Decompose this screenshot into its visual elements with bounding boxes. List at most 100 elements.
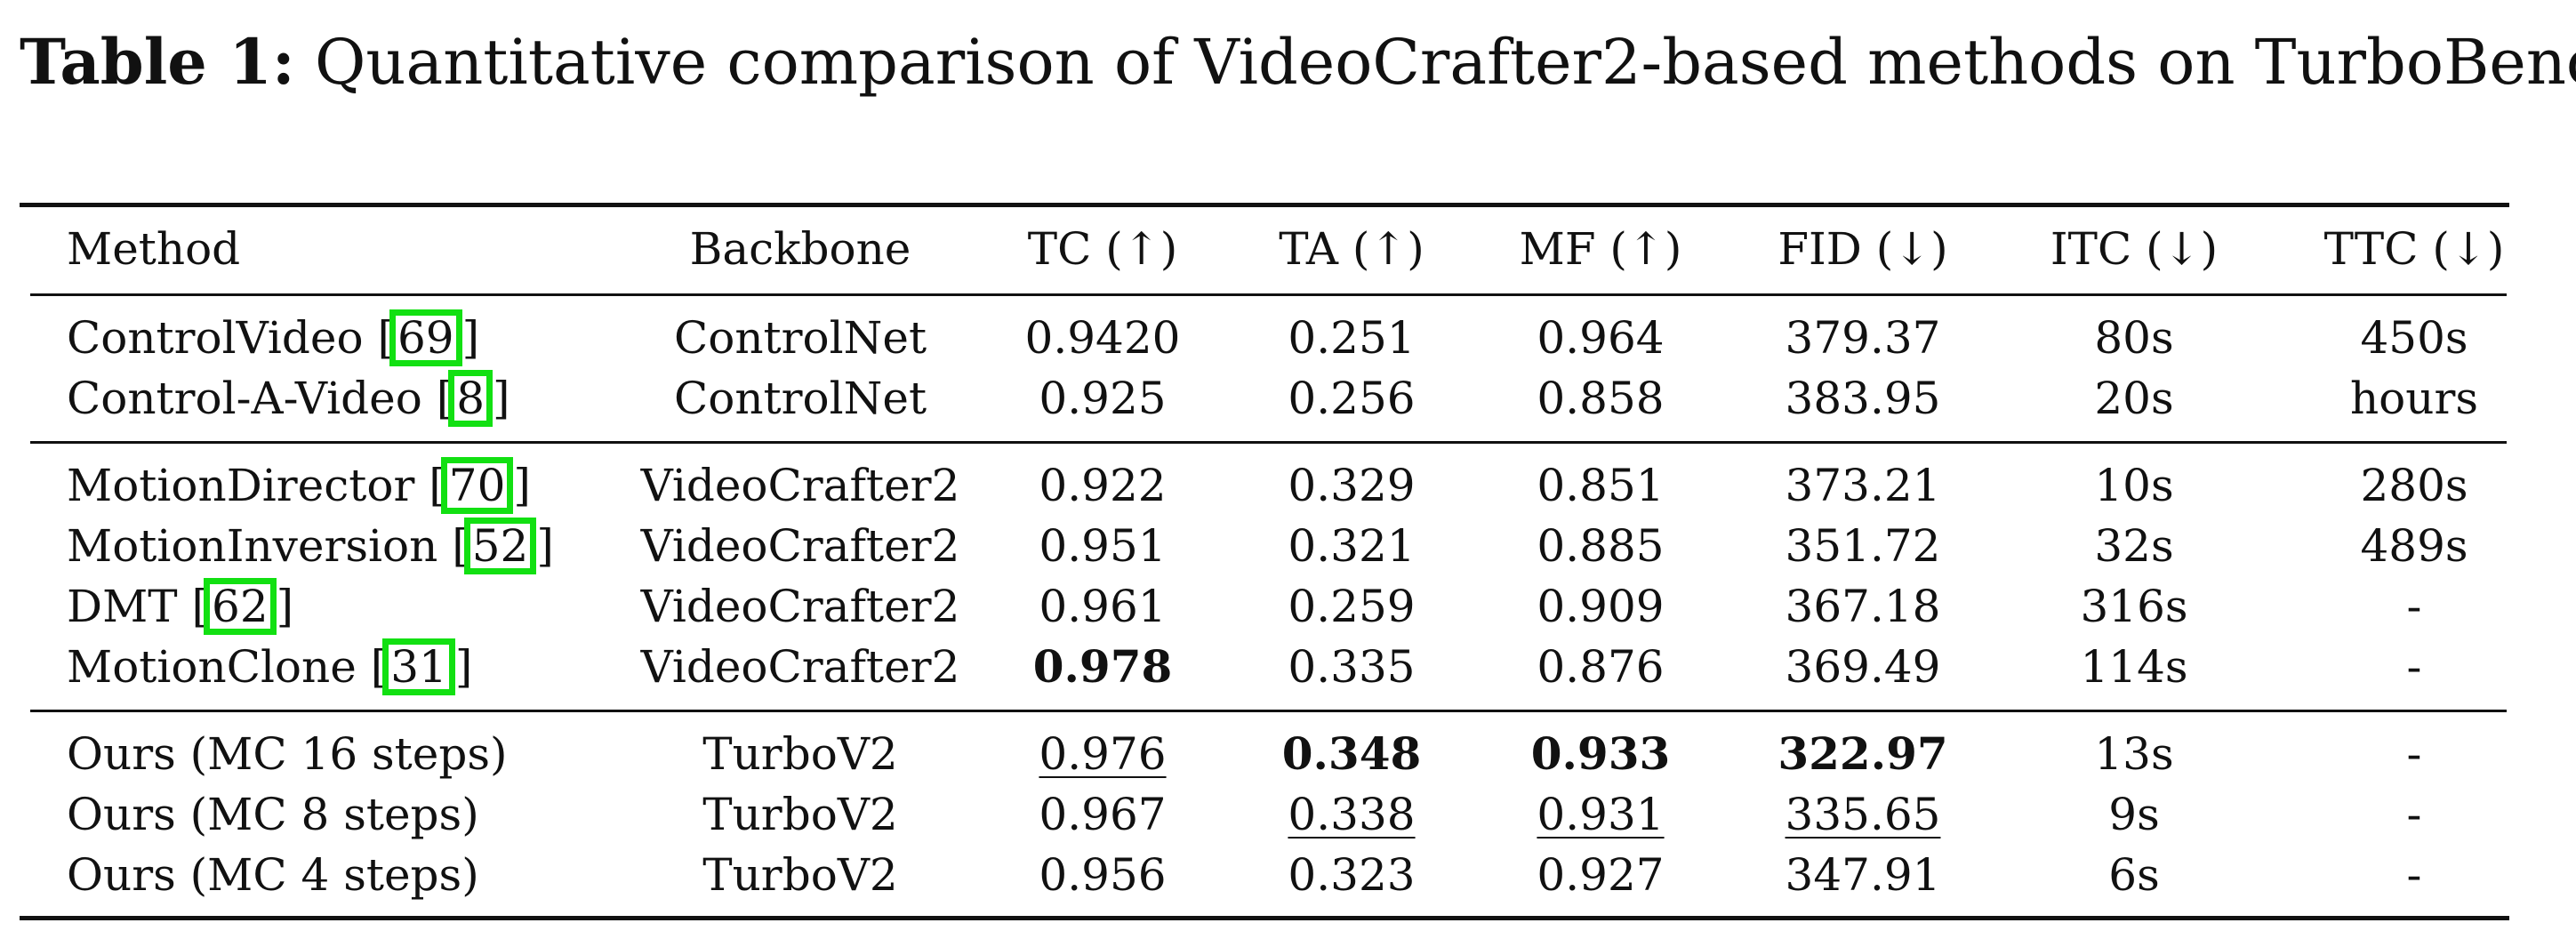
itc-cell: 9s: [2108, 789, 2160, 840]
itc-cell: 6s: [2108, 849, 2160, 901]
ttc-cell: 489s: [2360, 520, 2468, 572]
header-tc: TC (↑): [1027, 223, 1178, 275]
tc-cell: 0.925: [1039, 373, 1167, 424]
mf-cell-best: 0.933: [1530, 727, 1671, 780]
bottom-rule: [20, 916, 2509, 920]
tc-cell-best: 0.978: [1032, 640, 1173, 693]
fid-cell: 379.37: [1785, 312, 1941, 364]
backbone-cell: VideoCrafter2: [640, 520, 960, 572]
ta-cell: 0.251: [1288, 312, 1416, 364]
fid-cell: 373.21: [1785, 460, 1941, 511]
method-cell: MotionClone [31]: [67, 637, 472, 697]
table-caption: Table 1: Quantitative comparison of Vide…: [20, 25, 2576, 100]
header-row: Method Backbone TC (↑) TA (↑) MF (↑) FID…: [0, 219, 2576, 279]
citation-link[interactable]: 31: [382, 638, 455, 695]
table-row: MotionDirector [70] VideoCrafter2 0.922 …: [0, 455, 2576, 516]
table-row: MotionInversion [52] VideoCrafter2 0.951…: [0, 516, 2576, 576]
ttc-cell: -: [2406, 728, 2422, 780]
ta-cell-second: 0.338: [1288, 789, 1416, 840]
fid-cell: 367.18: [1785, 581, 1941, 632]
method-cell: Ours (MC 16 steps): [67, 728, 508, 780]
header-fid: FID (↓): [1778, 223, 1948, 275]
mf-cell: 0.876: [1537, 641, 1665, 693]
method-cell: MotionDirector [70]: [67, 455, 531, 516]
method-cell: Control-A-Video [8]: [67, 368, 510, 429]
ttc-cell: 280s: [2360, 460, 2468, 511]
table-row: Control-A-Video [8] ControlNet 0.925 0.2…: [0, 368, 2576, 429]
citation-link[interactable]: 8: [448, 370, 494, 427]
header-ttc: TTC (↓): [2323, 223, 2505, 275]
citation-link[interactable]: 52: [463, 518, 537, 574]
tc-cell: 0.951: [1039, 520, 1167, 572]
backbone-cell: TurboV2: [702, 789, 898, 840]
method-cell: Ours (MC 4 steps): [67, 849, 479, 901]
header-mf: MF (↑): [1519, 223, 1682, 275]
mf-cell: 0.858: [1537, 373, 1665, 424]
method-cell: ControlVideo [69]: [67, 308, 479, 368]
table-row: MotionClone [31] VideoCrafter2 0.978 0.3…: [0, 637, 2576, 697]
mf-cell: 0.885: [1537, 520, 1665, 572]
fid-cell: 369.49: [1785, 641, 1941, 693]
fid-cell-second: 335.65: [1785, 789, 1941, 840]
ttc-cell: -: [2406, 849, 2422, 901]
header-method: Method: [67, 223, 241, 275]
top-rule: [20, 203, 2509, 207]
ttc-cell: -: [2406, 581, 2422, 632]
tc-cell: 0.967: [1039, 789, 1167, 840]
itc-cell: 13s: [2094, 728, 2174, 780]
citation-link[interactable]: 69: [389, 309, 462, 366]
caption-text: Quantitative comparison of VideoCrafter2…: [315, 26, 2576, 99]
tc-cell: 0.961: [1039, 581, 1167, 632]
mf-cell: 0.964: [1537, 312, 1665, 364]
table-row: DMT [62] VideoCrafter2 0.961 0.259 0.909…: [0, 576, 2576, 637]
header-backbone: Backbone: [689, 223, 911, 275]
fid-cell: 383.95: [1785, 373, 1941, 424]
ta-cell: 0.256: [1288, 373, 1416, 424]
ta-cell: 0.335: [1288, 641, 1416, 693]
header-itc: ITC (↓): [2050, 223, 2219, 275]
ta-cell: 0.259: [1288, 581, 1416, 632]
mf-cell: 0.927: [1537, 849, 1665, 901]
group-rule: [30, 710, 2507, 712]
ta-cell: 0.323: [1288, 849, 1416, 901]
backbone-cell: ControlNet: [673, 373, 927, 424]
table-row: Ours (MC 16 steps) TurboV2 0.976 0.348 0…: [0, 724, 2576, 784]
table-row: ControlVideo [69] ControlNet 0.9420 0.25…: [0, 308, 2576, 368]
table-row: Ours (MC 4 steps) TurboV2 0.956 0.323 0.…: [0, 845, 2576, 905]
backbone-cell: TurboV2: [702, 849, 898, 901]
ttc-cell: -: [2406, 789, 2422, 840]
group-rule: [30, 441, 2507, 444]
backbone-cell: TurboV2: [702, 728, 898, 780]
backbone-cell: ControlNet: [673, 312, 927, 364]
mf-cell: 0.909: [1537, 581, 1665, 632]
backbone-cell: VideoCrafter2: [640, 581, 960, 632]
header-rule: [30, 293, 2507, 296]
itc-cell: 316s: [2080, 581, 2188, 632]
fid-cell: 347.91: [1785, 849, 1941, 901]
itc-cell: 10s: [2094, 460, 2174, 511]
citation-link[interactable]: 70: [440, 457, 514, 514]
table-row: Ours (MC 8 steps) TurboV2 0.967 0.338 0.…: [0, 784, 2576, 845]
ttc-cell: hours: [2349, 373, 2479, 424]
method-cell: DMT [62]: [67, 576, 293, 637]
mf-cell: 0.851: [1537, 460, 1665, 511]
tc-cell: 0.956: [1039, 849, 1167, 901]
ta-cell: 0.321: [1288, 520, 1416, 572]
itc-cell: 114s: [2080, 641, 2188, 693]
citation-link[interactable]: 62: [204, 578, 277, 635]
backbone-cell: VideoCrafter2: [640, 460, 960, 511]
ttc-cell: -: [2406, 641, 2422, 693]
ta-cell: 0.329: [1288, 460, 1416, 511]
mf-cell-second: 0.931: [1537, 789, 1665, 840]
fid-cell-best: 322.97: [1778, 727, 1948, 780]
itc-cell: 80s: [2094, 312, 2174, 364]
tc-cell: 0.9420: [1024, 312, 1181, 364]
fid-cell: 351.72: [1785, 520, 1941, 572]
tc-cell: 0.922: [1039, 460, 1167, 511]
tc-cell-second: 0.976: [1039, 728, 1167, 780]
backbone-cell: VideoCrafter2: [640, 641, 960, 693]
itc-cell: 32s: [2094, 520, 2174, 572]
ttc-cell: 450s: [2360, 312, 2468, 364]
itc-cell: 20s: [2094, 373, 2174, 424]
header-ta: TA (↑): [1279, 223, 1424, 275]
